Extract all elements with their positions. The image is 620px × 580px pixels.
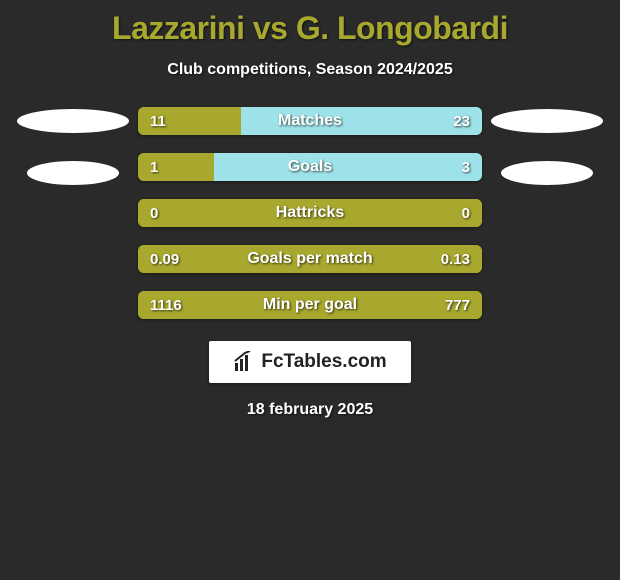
stat-bar-right-fill <box>214 153 482 181</box>
chart-icon <box>233 351 255 373</box>
stat-bars: Matches1123 Goals13 Hattricks00 Goals per m… <box>138 107 482 319</box>
stat-bar-left-fill <box>138 245 482 273</box>
date-line: 18 february 2025 <box>247 401 373 419</box>
stat-bar-row: Goals13 <box>138 153 482 181</box>
stat-bar-row: Hattricks00 <box>138 199 482 227</box>
stat-bar-row: Matches1123 <box>138 107 482 135</box>
stat-bar-left-fill <box>138 291 482 319</box>
subtitle: Club competitions, Season 2024/2025 <box>167 61 452 79</box>
player-2-team-avatar-icon <box>501 161 593 185</box>
right-avatar-column <box>482 107 612 185</box>
stat-bar-right-fill <box>241 107 482 135</box>
player-1-avatar-icon <box>17 109 129 133</box>
stat-bar-row: Min per goal1116777 <box>138 291 482 319</box>
stat-bar-left-fill <box>138 107 241 135</box>
stats-area: Matches1123 Goals13 Hattricks00 Goals per m… <box>0 107 620 319</box>
left-avatar-column <box>8 107 138 185</box>
player-1-team-avatar-icon <box>27 161 119 185</box>
comparison-infographic: Lazzarini vs G. Longobardi Club competit… <box>0 0 620 419</box>
stat-bar-row: Goals per match0.090.13 <box>138 245 482 273</box>
stat-bar-left-fill <box>138 153 214 181</box>
stat-bar-left-fill <box>138 199 482 227</box>
player-2-avatar-icon <box>491 109 603 133</box>
brand-text: FcTables.com <box>261 351 386 373</box>
brand-box: FcTables.com <box>209 341 410 383</box>
page-title: Lazzarini vs G. Longobardi <box>112 10 508 47</box>
